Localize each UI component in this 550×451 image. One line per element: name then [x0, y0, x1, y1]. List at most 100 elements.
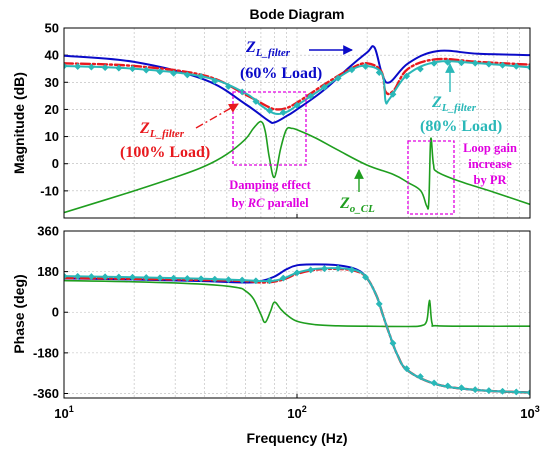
- ph-marker-zl80: [279, 274, 287, 282]
- mag-marker-zl80: [485, 60, 493, 68]
- zocl-subscript: o_CL: [350, 203, 375, 215]
- mag-marker-zl80: [471, 59, 479, 67]
- zl80-subscript: L_filter: [441, 102, 477, 114]
- y-tick-label: -360: [33, 386, 59, 401]
- x-tick-label: 103: [520, 404, 539, 421]
- mag-marker-zl80: [430, 59, 438, 67]
- ph-marker-zl80: [361, 273, 370, 281]
- mag-marker-zl80: [375, 69, 383, 77]
- mag-marker-zl80: [320, 83, 328, 91]
- ph-marker-zl80: [156, 274, 164, 282]
- ph-marker-zl80: [526, 389, 530, 397]
- zl60-load-label: (60% Load): [240, 65, 322, 82]
- y-tick-label: 0: [52, 305, 59, 320]
- phase-grid: [64, 231, 530, 398]
- mag-marker-zl80: [197, 72, 205, 81]
- mag-marker-zl80: [499, 61, 507, 69]
- ph-marker-zl80: [266, 277, 274, 285]
- damping-line1: Damping effect: [229, 178, 311, 192]
- loop-line1: Loop gain: [463, 141, 517, 155]
- mag-series-zocl: [64, 120, 530, 214]
- x-tick-label: 102: [287, 404, 306, 421]
- y-tick-label: 180: [37, 264, 59, 279]
- ph-series-zocl: [64, 279, 530, 328]
- zocl-symbol: Z: [339, 195, 350, 212]
- ph-marker-zl80: [471, 386, 479, 394]
- mag-marker-zl80: [279, 108, 287, 117]
- annotation-zl100: ZL_filter (100% Load): [120, 103, 239, 161]
- svg-text:by RC parallel: by RC parallel: [231, 196, 309, 210]
- mag-marker-zl80: [101, 64, 109, 72]
- magnitude-panel: 50 40 30 20 10 0 -10 Magnitude (dB): [11, 21, 531, 219]
- loop-line2: increase: [468, 157, 512, 171]
- ph-marker-zl80: [375, 300, 383, 308]
- ph-marker-zl80: [389, 339, 397, 347]
- ph-marker-zl80: [416, 373, 424, 381]
- damping-line2-pre: by: [231, 196, 247, 210]
- zl80-symbol: Z: [431, 94, 442, 111]
- ph-marker-zl80: [252, 277, 260, 285]
- zl80-load-label: (80% Load): [420, 118, 502, 135]
- phase-panel: 360 180 0 -180 -360 Phase (deg): [11, 224, 531, 401]
- y-tick-label: 20: [45, 102, 59, 117]
- mag-marker-zl80: [512, 62, 520, 70]
- y-tick-label: 360: [37, 224, 59, 239]
- magnitude-y-ticks: 50 40 30 20 10 0 -10: [40, 21, 68, 198]
- ph-marker-zl80: [115, 273, 123, 281]
- mag-marker-zl80: [457, 59, 466, 67]
- mag-marker-zl80: [211, 77, 219, 85]
- annotation-zl60: ZL_filter (60% Load): [240, 39, 353, 82]
- x-ticks: 101 102 103: [54, 214, 540, 421]
- svg-text:ZL_filter: ZL_filter: [431, 94, 477, 114]
- ph-marker-zl80: [224, 276, 233, 284]
- svg-text:ZL_filter: ZL_filter: [245, 39, 291, 59]
- ph-marker-zl80: [128, 273, 137, 281]
- x-axis-label: Frequency (Hz): [246, 430, 347, 446]
- ph-marker-zl80: [430, 379, 438, 387]
- mag-marker-zl80: [252, 97, 260, 105]
- mag-marker-zl80: [170, 69, 178, 77]
- zl100-symbol: Z: [139, 120, 150, 137]
- x-tick-label: 101: [54, 404, 73, 421]
- annotation-zocl: Zo_CL: [339, 169, 375, 215]
- ph-marker-zl80: [101, 273, 109, 281]
- ph-marker-zl80: [87, 273, 95, 281]
- ph-marker-zl80: [64, 272, 68, 280]
- zl100-load-label: (100% Load): [120, 144, 210, 161]
- ph-marker-zl80: [334, 264, 342, 272]
- y-tick-label: -180: [33, 345, 59, 360]
- ph-marker-zl80: [307, 266, 315, 274]
- ph-marker-zl80: [457, 384, 466, 392]
- annotation-damping: Damping effect by RC parallel: [229, 178, 311, 210]
- mag-marker-zl80: [526, 63, 530, 71]
- mag-marker-zl80: [293, 101, 301, 109]
- mag-marker-zl80: [307, 92, 315, 100]
- mag-marker-zl80: [74, 62, 82, 71]
- ph-marker-zl80: [211, 275, 219, 283]
- y-tick-label: 10: [45, 129, 59, 144]
- ph-marker-zl80: [320, 265, 328, 273]
- mag-marker-zl80: [348, 66, 356, 74]
- phase-ylabel: Phase (deg): [11, 274, 27, 353]
- loop-line3: by PR: [474, 173, 508, 187]
- mag-marker-zl80: [334, 74, 342, 82]
- zl60-symbol: Z: [245, 39, 256, 56]
- mag-marker-zl80: [156, 68, 164, 76]
- damping-highlight-box: [232, 91, 307, 166]
- zl60-subscript: L_filter: [255, 47, 291, 59]
- mag-marker-zl80: [115, 64, 123, 72]
- y-tick-label: 50: [45, 21, 59, 36]
- damping-line2-post: parallel: [264, 196, 309, 210]
- ph-marker-zl80: [238, 276, 246, 284]
- ph-marker-zl80: [183, 274, 191, 283]
- ph-marker-zl80: [485, 387, 493, 395]
- ph-marker-zl80: [74, 272, 82, 280]
- mag-marker-zl80: [142, 66, 150, 74]
- mag-marker-zl80: [128, 65, 137, 73]
- ph-marker-zl80: [170, 274, 178, 282]
- mag-marker-zl80: [389, 90, 397, 98]
- ph-marker-zl80: [293, 269, 301, 277]
- phase-series: [64, 263, 530, 397]
- annotation-zl80: ZL_filter (80% Load): [420, 63, 502, 135]
